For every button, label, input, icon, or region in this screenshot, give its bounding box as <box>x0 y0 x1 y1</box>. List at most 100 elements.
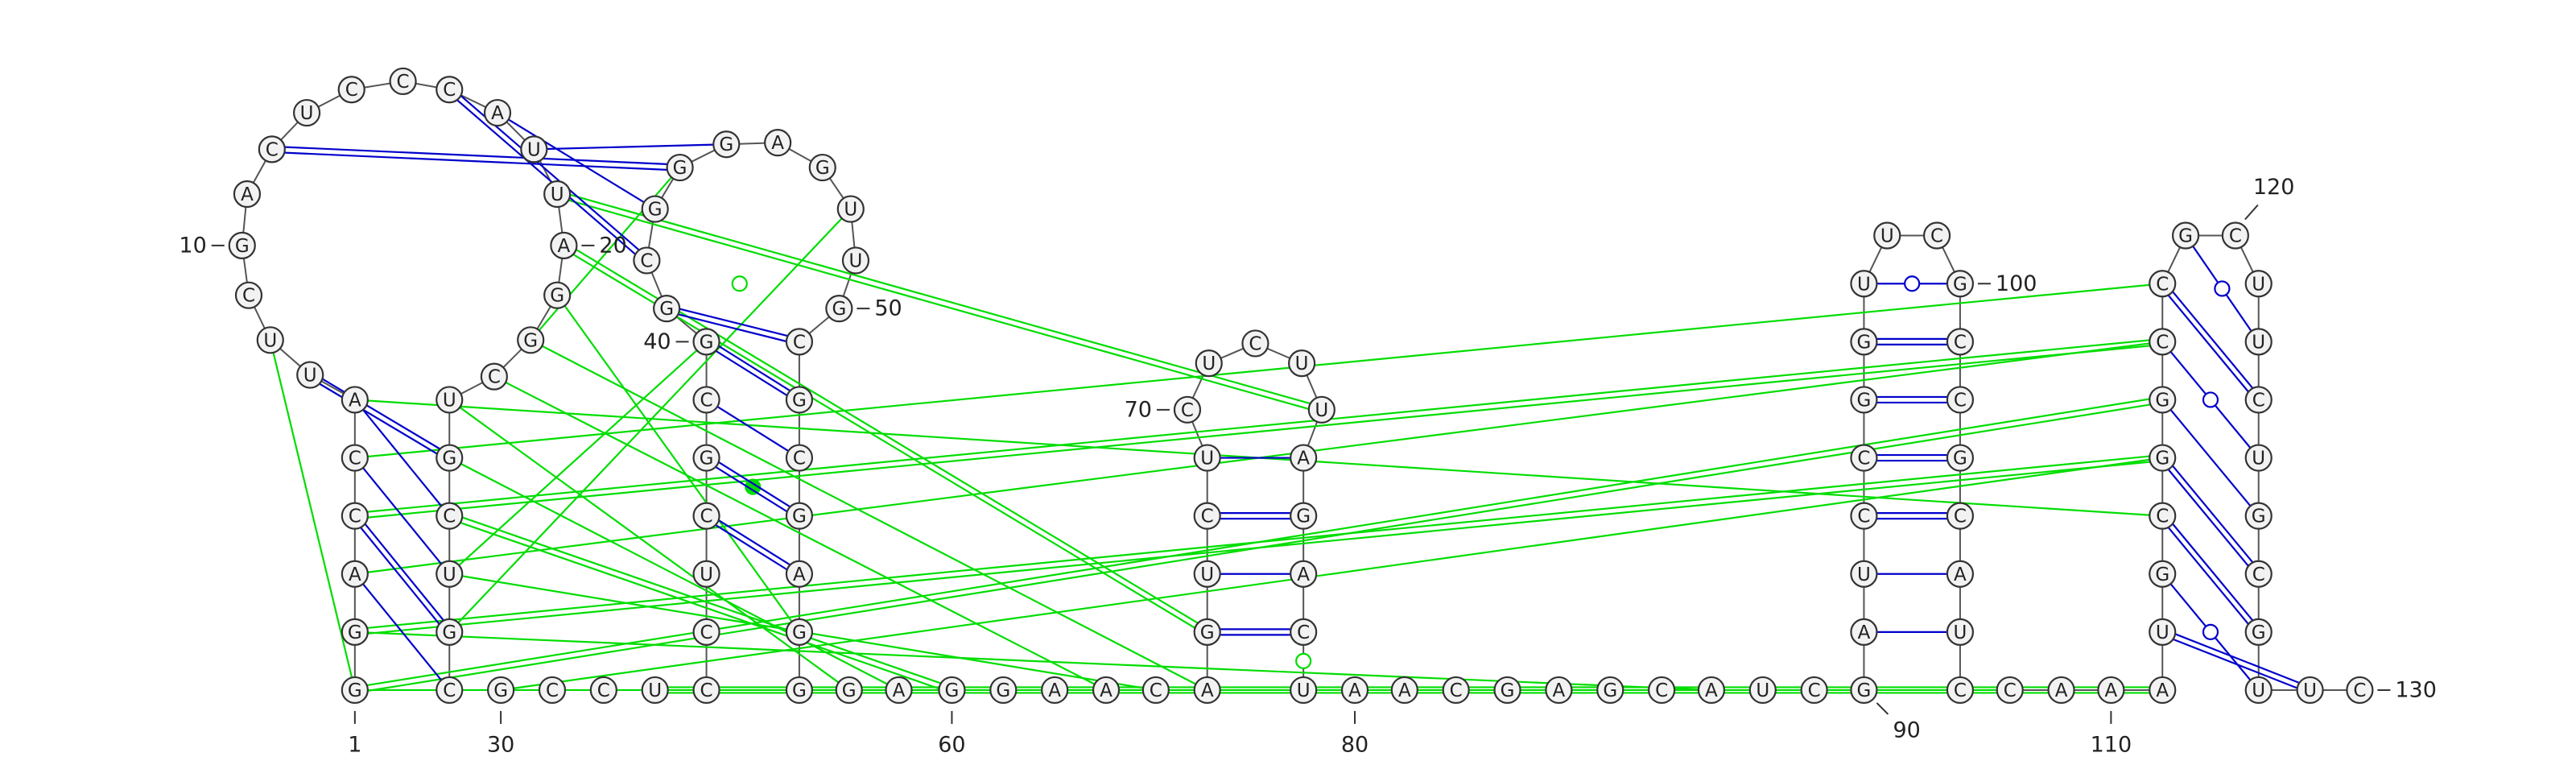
secondary-pair-line <box>718 519 791 566</box>
nucleotide-base-letter: G <box>1857 680 1872 701</box>
nucleotide-circle <box>1946 270 1975 298</box>
nucleotide-base-letter: G <box>1296 507 1311 527</box>
nucleotide: G <box>2244 618 2273 646</box>
secondary-pair-line <box>2167 469 2249 567</box>
secondary-pair-line <box>456 99 636 255</box>
nucleotide-circle <box>517 326 545 354</box>
nucleotide-circle <box>1141 676 1170 705</box>
nucleotide: A <box>1946 560 1975 588</box>
tertiary-pair-line <box>367 283 2150 458</box>
nucleotide-base-letter: G <box>1953 274 1967 295</box>
nucleotide-base-letter: U <box>1857 564 1871 585</box>
nucleotide-base-letter: U <box>1880 226 1894 247</box>
nucleotide: U <box>1193 560 1221 588</box>
nucleotide: U <box>296 361 324 389</box>
nucleotide: G <box>1946 444 1975 472</box>
nucleotide-base-letter: A <box>1348 680 1361 701</box>
nucleotide-circle <box>692 676 720 705</box>
nucleotide-circle <box>1493 676 1521 705</box>
nucleotide: A <box>2047 676 2075 705</box>
nucleotide-base-letter: G <box>523 330 538 351</box>
tertiary-pair-line <box>367 345 2150 519</box>
nucleotide-circle <box>2149 444 2177 472</box>
nucleotide-base-letter: G <box>442 449 456 469</box>
nucleotide-circle <box>692 386 720 414</box>
secondary-pair-line <box>2172 523 2254 622</box>
nucleotide: U <box>436 386 464 414</box>
nucleotide-circle <box>1697 676 1726 705</box>
nucleotides-layer: G G A C C A U U C G A C U C C C A U U A G G C U G C U G C G C C U C C U C G C G… <box>228 67 2374 705</box>
nucleotide: A <box>483 98 512 127</box>
nucleotide-circle <box>1290 560 1318 588</box>
secondary-pair-line <box>362 583 443 681</box>
nucleotide-base-letter: A <box>1553 680 1566 701</box>
nucleotide-base-letter: U <box>1857 274 1871 295</box>
nucleotide: G <box>666 153 694 182</box>
nucleotide-base-letter: C <box>793 449 806 469</box>
nucleotide-base-letter: C <box>1181 400 1194 421</box>
nucleotide-circle <box>785 386 814 414</box>
nucleotide-base-letter: C <box>1954 507 1967 527</box>
wobble-pair-marker <box>2202 391 2219 408</box>
nucleotide-base-letter: U <box>2156 622 2169 643</box>
wobble-pair-marker <box>1904 275 1921 292</box>
nucleotide: U <box>1850 560 1878 588</box>
position-number-label: 100 <box>1996 271 2037 296</box>
nucleotide-base-letter: C <box>1249 333 1261 354</box>
nucleotide-base-letter: U <box>2252 332 2265 353</box>
nucleotide: U <box>836 195 865 223</box>
nucleotide-base-letter: C <box>1930 226 1943 247</box>
position-number-label: 90 <box>1893 717 1920 742</box>
nucleotide-circle <box>692 502 720 530</box>
nucleotide: G <box>436 444 464 472</box>
nucleotide: U <box>1946 618 1975 646</box>
secondary-pair-line <box>716 406 789 453</box>
nucleotide-base-letter: C <box>1954 680 1967 701</box>
nucleotide-base-letter: A <box>1705 680 1718 701</box>
nucleotide: U <box>436 560 464 588</box>
nucleotide-base-letter: C <box>2004 680 2017 701</box>
nucleotide-circle <box>785 328 814 356</box>
nucleotide: G <box>341 618 369 646</box>
nucleotide-circle <box>1946 560 1975 588</box>
nucleotide-circle <box>2149 618 2177 646</box>
nucleotide: C <box>1241 329 1269 358</box>
nucleotide-circle <box>785 502 814 530</box>
nucleotide-base-letter: C <box>1655 680 1668 701</box>
nucleotide-base-letter: U <box>1200 449 1214 469</box>
nucleotide: G <box>1290 502 1318 530</box>
nucleotide-circle <box>1850 328 1878 356</box>
nucleotide-circle <box>885 676 913 705</box>
nucleotide-base-letter: G <box>1857 390 1872 411</box>
nucleotide-base-letter: G <box>235 236 250 257</box>
nucleotide-circle <box>2047 676 2075 705</box>
tertiary-pair-line <box>272 352 353 678</box>
nucleotide-circle <box>1596 676 1624 705</box>
nucleotide-circle <box>841 246 870 275</box>
nucleotide-circle <box>2244 444 2273 472</box>
nucleotide-base-letter: G <box>1857 332 1872 353</box>
nucleotide-circle <box>989 676 1018 705</box>
nucleotide-base-letter: C <box>700 622 713 643</box>
tertiary-pair-line <box>458 349 698 566</box>
nucleotide: C <box>1996 676 2024 705</box>
nucleotide-circle <box>520 135 548 163</box>
nucleotide-circle <box>1850 386 1878 414</box>
secondary-pair-line <box>362 409 443 507</box>
position-number-label: 10 <box>179 233 206 258</box>
nucleotide: G <box>641 195 669 223</box>
nucleotide-circle <box>2149 270 2177 298</box>
nucleotide-circle <box>1946 502 1975 530</box>
secondary-pair-line <box>364 523 444 621</box>
tertiary-pair-line <box>367 631 1699 691</box>
nucleotide-base-letter: U <box>648 680 662 701</box>
nucleotide-base-letter: C <box>443 507 456 527</box>
nucleotide-base-letter: C <box>2252 564 2265 585</box>
nucleotide: C <box>633 246 661 275</box>
nucleotide: U <box>2244 676 2273 705</box>
nucleotide-base-letter: U <box>2252 449 2265 469</box>
nucleotide-circle <box>2346 676 2374 705</box>
nucleotide-circle <box>2244 676 2273 705</box>
nucleotide-circle <box>1850 618 1878 646</box>
nucleotide-base-letter: G <box>700 332 714 353</box>
